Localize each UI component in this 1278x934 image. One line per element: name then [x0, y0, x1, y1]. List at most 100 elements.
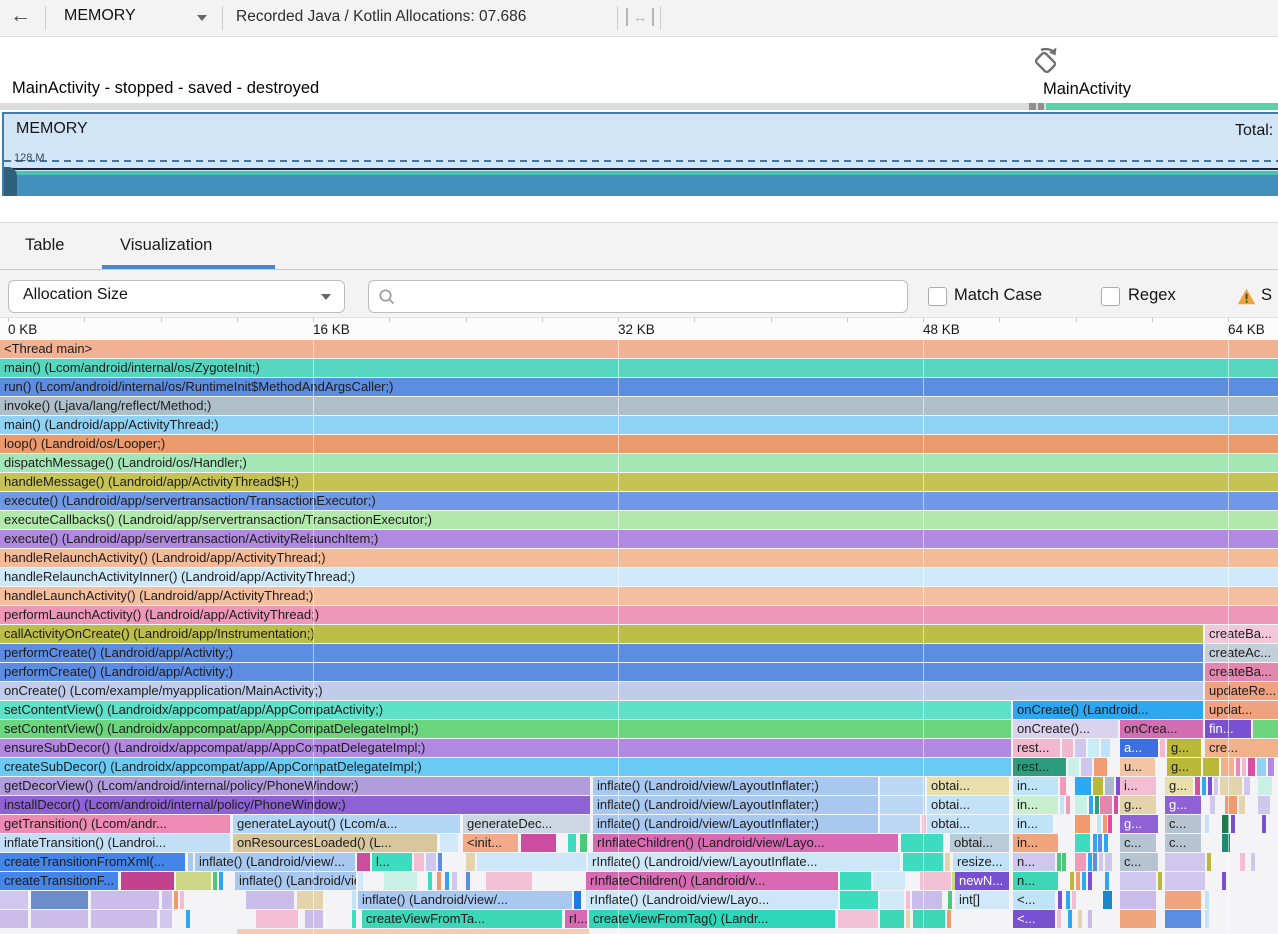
flame-box[interactable]: loop() (Landroid/os/Looper;): [0, 435, 1278, 453]
flame-box[interactable]: [838, 910, 878, 928]
flame-box[interactable]: [1253, 720, 1278, 738]
flame-box[interactable]: g...: [1167, 758, 1201, 776]
flame-box[interactable]: [1075, 834, 1090, 852]
flame-box[interactable]: callActivityOnCreate() (Landroid/app/Ins…: [0, 625, 1203, 643]
flame-box[interactable]: c...: [1165, 834, 1201, 852]
flame-box[interactable]: [256, 910, 298, 928]
regex-checkbox[interactable]: [1101, 287, 1120, 306]
flame-box[interactable]: [1066, 796, 1070, 814]
flame-box[interactable]: [913, 910, 945, 928]
flame-box[interactable]: [1165, 891, 1201, 909]
flame-box[interactable]: [246, 891, 294, 909]
flame-box[interactable]: [1258, 796, 1270, 814]
flame-box[interactable]: [1205, 815, 1209, 833]
flame-box[interactable]: rInflateChildren() (Landroid/view/Layo..…: [593, 834, 898, 852]
flame-box[interactable]: [1093, 853, 1097, 871]
flame-box[interactable]: installDecor() (Lcom/android/internal/po…: [0, 796, 590, 814]
flame-box[interactable]: run() (Lcom/android/internal/os/RuntimeI…: [0, 378, 1278, 396]
flame-box[interactable]: getDecorView() (Lcom/android/internal/po…: [0, 777, 590, 795]
flame-box[interactable]: [880, 777, 925, 795]
flame-box[interactable]: [1208, 777, 1212, 795]
flame-box[interactable]: a...: [1120, 739, 1158, 757]
flame-box[interactable]: createViewFromTa...: [362, 910, 562, 928]
tab-table[interactable]: Table: [25, 236, 65, 254]
flame-box[interactable]: [1240, 853, 1245, 871]
flame-box[interactable]: [1088, 739, 1099, 757]
flame-box[interactable]: [1082, 872, 1086, 890]
flame-box[interactable]: rI...: [565, 910, 587, 928]
flame-box[interactable]: inflate() (Landroid/view/...: [358, 891, 572, 909]
flame-box[interactable]: [1089, 796, 1093, 814]
flame-box[interactable]: [1094, 758, 1107, 776]
flame-box[interactable]: [180, 891, 184, 909]
flame-box[interactable]: [414, 853, 424, 871]
flame-box[interactable]: dispatchMessage() (Landroid/os/Handler;): [0, 454, 1278, 472]
flame-box[interactable]: main() (Lcom/android/internal/os/ZygoteI…: [0, 359, 1278, 377]
flame-box[interactable]: cre...: [1205, 739, 1278, 757]
flame-box[interactable]: [1095, 796, 1099, 814]
flame-box[interactable]: [521, 834, 556, 852]
memory-track[interactable]: MEMORY Total: 9 128 M: [2, 112, 1278, 196]
flame-box[interactable]: generateDec...: [463, 815, 590, 833]
flame-box[interactable]: in...: [1013, 834, 1058, 852]
flame-box[interactable]: [477, 853, 586, 871]
flame-box[interactable]: rest...: [1013, 758, 1066, 776]
flame-box[interactable]: resize...: [953, 853, 1009, 871]
flame-box[interactable]: rest...: [1013, 739, 1060, 757]
flame-box[interactable]: [1231, 815, 1235, 833]
flame-box[interactable]: [1203, 758, 1219, 776]
search-input[interactable]: [401, 283, 905, 311]
flame-box[interactable]: [188, 853, 193, 871]
profiler-mode-dropdown[interactable]: MEMORY: [64, 7, 136, 24]
flame-box[interactable]: [574, 891, 581, 909]
flame-box[interactable]: handleRelaunchActivityInner() (Landroid/…: [0, 568, 1278, 586]
flame-box[interactable]: [1116, 777, 1120, 795]
flame-box[interactable]: [162, 891, 172, 909]
flame-box[interactable]: inflate() (Landroid/view/LayoutInflater;…: [593, 815, 878, 833]
flame-box[interactable]: [1075, 796, 1087, 814]
flame-box[interactable]: generateLayout() (Lcom/a...: [233, 815, 460, 833]
flame-box[interactable]: createTransitionF...: [0, 872, 118, 890]
flame-box[interactable]: [1257, 758, 1266, 776]
flame-box[interactable]: [873, 872, 905, 890]
flame-box[interactable]: n...: [1013, 853, 1055, 871]
flame-box[interactable]: ensureSubDecor() (Landroidx/appcompat/ap…: [0, 739, 1011, 757]
flame-box[interactable]: [1258, 777, 1272, 795]
flame-box[interactable]: [1088, 853, 1092, 871]
flame-box[interactable]: int[]: [955, 891, 1009, 909]
flame-box[interactable]: [880, 796, 925, 814]
flame-box[interactable]: [1205, 910, 1209, 928]
flame-box[interactable]: [438, 853, 442, 871]
flame-box[interactable]: [1220, 777, 1242, 795]
metric-dropdown[interactable]: Allocation Size: [8, 280, 345, 313]
flame-box[interactable]: [880, 891, 904, 909]
flame-box[interactable]: performCreate() (Landroid/app/Activity;): [0, 644, 1203, 662]
flame-box[interactable]: [1105, 777, 1114, 795]
chevron-down-icon[interactable]: [197, 15, 207, 26]
flame-box[interactable]: [1251, 853, 1255, 871]
flame-box[interactable]: [1066, 891, 1070, 909]
flame-box[interactable]: in...: [1013, 815, 1053, 833]
flame-box[interactable]: [1262, 815, 1266, 833]
flame-box[interactable]: handleLaunchActivity() (Landroid/app/Act…: [0, 587, 1278, 605]
flame-box[interactable]: rInflate() (Landroid/view/Layo...: [586, 891, 838, 909]
flame-box[interactable]: main() (Landroid/app/ActivityThread;): [0, 416, 1278, 434]
flame-box[interactable]: [1120, 872, 1156, 890]
flame-box[interactable]: handleRelaunchActivity() (Landroid/app/A…: [0, 549, 1278, 567]
flame-box[interactable]: [1068, 910, 1072, 928]
flame-box[interactable]: [1205, 891, 1209, 909]
flame-box[interactable]: [840, 891, 878, 909]
flame-box[interactable]: obtai...: [950, 834, 1009, 852]
flame-box[interactable]: [1075, 815, 1090, 833]
flame-box[interactable]: n...: [1013, 872, 1058, 890]
flame-box[interactable]: execute() (Landroid/app/servertransactio…: [0, 492, 1278, 510]
flame-box[interactable]: inflate() (Landroid/view/LayoutInflater;…: [593, 796, 878, 814]
flame-box[interactable]: getTransition() (Lcom/andr...: [0, 815, 230, 833]
flame-box[interactable]: rInflateChildren() (Landroid/v...: [586, 872, 838, 890]
flame-box[interactable]: onCreate() (Lcom/example/myapplication/M…: [0, 682, 1203, 700]
flame-box[interactable]: [0, 910, 28, 928]
flame-box[interactable]: in...: [1013, 796, 1058, 814]
flame-box[interactable]: [1070, 872, 1074, 890]
flame-box[interactable]: [922, 815, 926, 833]
flame-box[interactable]: [121, 872, 174, 890]
